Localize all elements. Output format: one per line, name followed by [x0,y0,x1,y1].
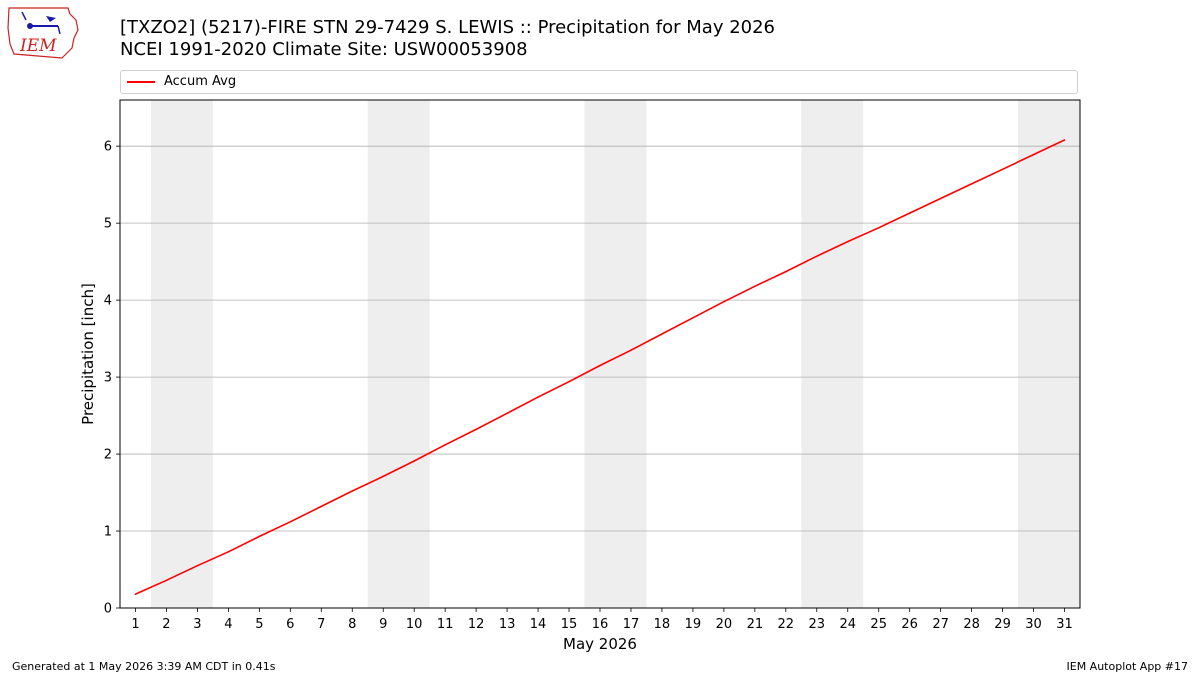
y-tick-label-4: 4 [104,294,112,309]
x-tick-label-6: 6 [286,617,294,632]
x-tick-label-3: 3 [193,617,201,632]
legend-label-accum-avg: Accum Avg [164,74,237,89]
weekend-band-3 [584,100,647,608]
weekend-band-4 [801,100,864,608]
weekend-band-2 [367,100,430,608]
y-tick-label-0: 0 [104,602,112,617]
data-point-day-31 [1063,139,1066,141]
weekend-band-5 [1018,100,1080,608]
chart-subtitle: NCEI 1991-2020 Climate Site: USW00053908 [120,39,528,60]
y-axis-label: Precipitation [inch] [79,283,97,425]
x-tick-label-17: 17 [623,617,640,632]
svg-text:IEM: IEM [19,36,57,56]
data-point-day-28 [970,183,973,185]
data-point-day-5 [258,535,261,538]
x-tick-label-1: 1 [131,617,139,632]
generated-timestamp: Generated at 1 May 2026 3:39 AM CDT in 0… [12,660,276,673]
data-point-day-8 [351,490,354,492]
data-point-day-17 [630,349,632,351]
data-point-day-12 [475,428,477,431]
data-point-day-30 [1032,153,1035,156]
data-point-day-3 [196,564,199,567]
y-tick-label-5: 5 [104,217,112,232]
data-point-day-7 [320,505,323,508]
data-point-day-21 [754,285,756,288]
legend-swatch-accum-avg [127,81,155,83]
x-tick-label-2: 2 [162,617,170,632]
x-tick-label-21: 21 [747,617,764,632]
x-tick-label-18: 18 [654,617,671,632]
data-point-day-16 [599,364,601,367]
data-point-day-24 [846,240,849,243]
x-tick-label-27: 27 [932,617,949,632]
data-point-day-10 [413,460,415,462]
app-credit: IEM Autoplot App #17 [1066,660,1189,673]
data-point-day-6 [289,520,292,523]
data-point-day-27 [939,197,942,200]
y-tick-label-1: 1 [104,525,112,540]
x-tick-label-8: 8 [348,617,356,632]
data-point-day-19 [692,317,694,319]
x-tick-label-5: 5 [255,617,263,632]
data-point-day-4 [227,551,230,553]
x-tick-label-23: 23 [809,617,826,632]
x-tick-label-7: 7 [317,617,325,632]
data-point-day-9 [382,475,385,478]
data-point-day-11 [444,444,446,446]
x-tick-label-28: 28 [963,617,980,632]
y-tick-label-6: 6 [104,140,112,155]
x-tick-label-10: 10 [406,617,423,632]
x-tick-label-25: 25 [870,617,887,632]
data-point-day-14 [537,396,539,398]
data-point-day-23 [815,255,818,258]
x-tick-label-4: 4 [224,617,232,632]
data-point-day-18 [661,333,663,335]
x-axis-label: May 2026 [563,635,637,653]
x-tick-label-24: 24 [839,617,856,632]
x-tick-label-14: 14 [530,617,547,632]
x-tick-label-9: 9 [379,617,387,632]
data-point-day-29 [1001,168,1004,171]
data-point-day-1 [134,593,137,595]
data-point-day-22 [785,270,787,273]
data-point-day-2 [165,579,168,582]
x-tick-label-11: 11 [437,617,454,632]
iem-logo: IEM [6,4,82,60]
data-point-day-26 [908,212,911,214]
data-point-day-20 [723,300,725,303]
data-point-day-13 [506,412,508,415]
x-tick-label-19: 19 [685,617,702,632]
x-tick-label-20: 20 [716,617,733,632]
plot-frame [119,99,1081,609]
x-tick-label-22: 22 [778,617,795,632]
y-tick-label-2: 2 [104,448,112,463]
x-tick-label-13: 13 [499,617,516,632]
y-tick-label-3: 3 [104,371,112,386]
data-point-day-25 [877,226,880,229]
x-tick-label-16: 16 [592,617,609,632]
x-tick-label-15: 15 [561,617,578,632]
weekend-band-1 [150,100,213,608]
data-point-day-15 [568,380,570,383]
x-tick-label-26: 26 [901,617,918,632]
x-tick-label-29: 29 [994,617,1011,632]
x-tick-label-30: 30 [1025,617,1042,632]
x-tick-label-31: 31 [1056,617,1073,632]
x-tick-label-12: 12 [468,617,485,632]
legend: Accum Avg [120,70,1078,94]
chart-title: [TXZO2] (5217)-FIRE STN 29-7429 S. LEWIS… [120,17,776,38]
